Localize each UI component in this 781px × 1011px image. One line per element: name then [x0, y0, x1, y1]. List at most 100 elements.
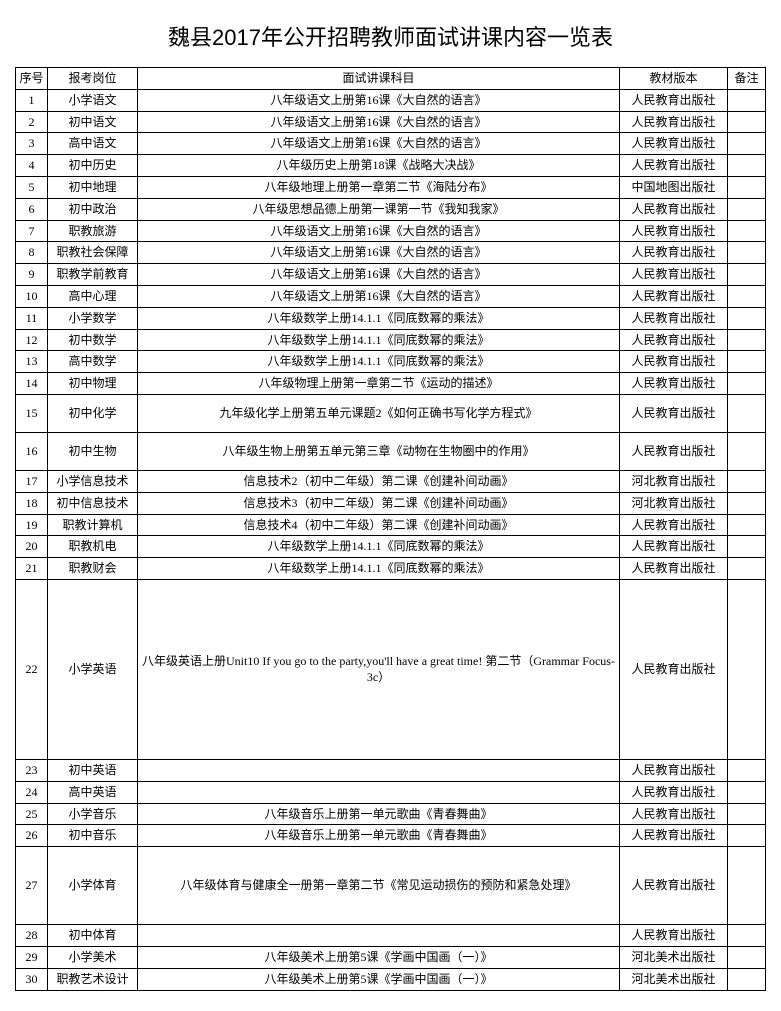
header-subject: 面试讲课科目: [138, 68, 620, 90]
cell-subject: 八年级思想品德上册第一课第一节《我知我家》: [138, 198, 620, 220]
cell-seq: 18: [16, 492, 48, 514]
cell-seq: 21: [16, 558, 48, 580]
cell-seq: 19: [16, 514, 48, 536]
cell-remark: [728, 351, 766, 373]
cell-remark: [728, 133, 766, 155]
table-row: 2初中语文八年级语文上册第16课《大自然的语言》人民教育出版社: [16, 111, 766, 133]
cell-version: 人民教育出版社: [620, 111, 728, 133]
cell-version: 人民教育出版社: [620, 759, 728, 781]
cell-seq: 23: [16, 759, 48, 781]
cell-subject: [138, 781, 620, 803]
cell-version: 人民教育出版社: [620, 847, 728, 925]
cell-position: 职教计算机: [48, 514, 138, 536]
cell-position: 初中生物: [48, 432, 138, 470]
cell-position: 职教财会: [48, 558, 138, 580]
cell-seq: 10: [16, 285, 48, 307]
cell-seq: 11: [16, 307, 48, 329]
cell-remark: [728, 514, 766, 536]
cell-version: 人民教育出版社: [620, 242, 728, 264]
cell-remark: [728, 536, 766, 558]
cell-position: 小学英语: [48, 579, 138, 759]
cell-version: 人民教育出版社: [620, 220, 728, 242]
cell-version: 人民教育出版社: [620, 89, 728, 111]
cell-position: 高中心理: [48, 285, 138, 307]
table-row: 23初中英语 人民教育出版社: [16, 759, 766, 781]
cell-seq: 13: [16, 351, 48, 373]
table-row: 26初中音乐八年级音乐上册第一单元歌曲《青春舞曲》人民教育出版社: [16, 825, 766, 847]
cell-subject: 信息技术3（初中二年级）第二课《创建补间动画》: [138, 492, 620, 514]
cell-position: 小学信息技术: [48, 470, 138, 492]
cell-remark: [728, 558, 766, 580]
cell-position: 高中数学: [48, 351, 138, 373]
cell-seq: 30: [16, 968, 48, 990]
cell-seq: 25: [16, 803, 48, 825]
cell-position: 职教旅游: [48, 220, 138, 242]
cell-seq: 15: [16, 394, 48, 432]
table-row: 8职教社会保障八年级语文上册第16课《大自然的语言》人民教育出版社: [16, 242, 766, 264]
table-row: 29小学美术八年级美术上册第5课《学画中国画（一）》河北美术出版社: [16, 946, 766, 968]
cell-subject: 八年级体育与健康全一册第一章第二节《常见运动损伤的预防和紧急处理》: [138, 847, 620, 925]
cell-version: 人民教育出版社: [620, 558, 728, 580]
cell-position: 初中音乐: [48, 825, 138, 847]
cell-version: 中国地图出版社: [620, 176, 728, 198]
cell-position: 小学美术: [48, 946, 138, 968]
header-version: 教材版本: [620, 68, 728, 90]
table-row: 14初中物理八年级物理上册第一章第二节《运动的描述》人民教育出版社: [16, 373, 766, 395]
cell-seq: 7: [16, 220, 48, 242]
cell-remark: [728, 264, 766, 286]
table-row: 6初中政治八年级思想品德上册第一课第一节《我知我家》人民教育出版社: [16, 198, 766, 220]
cell-seq: 28: [16, 925, 48, 947]
cell-remark: [728, 968, 766, 990]
cell-position: 职教艺术设计: [48, 968, 138, 990]
cell-subject: 八年级音乐上册第一单元歌曲《青春舞曲》: [138, 803, 620, 825]
cell-remark: [728, 432, 766, 470]
cell-version: 人民教育出版社: [620, 925, 728, 947]
cell-position: 初中物理: [48, 373, 138, 395]
cell-position: 小学音乐: [48, 803, 138, 825]
page-title: 魏县2017年公开招聘教师面试讲课内容一览表: [15, 20, 766, 52]
cell-seq: 14: [16, 373, 48, 395]
cell-seq: 27: [16, 847, 48, 925]
cell-remark: [728, 470, 766, 492]
cell-remark: [728, 220, 766, 242]
cell-position: 高中语文: [48, 133, 138, 155]
cell-remark: [728, 155, 766, 177]
cell-subject: 八年级数学上册14.1.1《同底数幂的乘法》: [138, 558, 620, 580]
cell-subject: [138, 925, 620, 947]
cell-position: 初中数学: [48, 329, 138, 351]
cell-remark: [728, 579, 766, 759]
cell-seq: 8: [16, 242, 48, 264]
cell-subject: 八年级美术上册第5课《学画中国画（一）》: [138, 946, 620, 968]
header-seq: 序号: [16, 68, 48, 90]
table-row: 5初中地理八年级地理上册第一章第二节《海陆分布》中国地图出版社: [16, 176, 766, 198]
table-row: 15初中化学九年级化学上册第五单元课题2《如何正确书写化学方程式》人民教育出版社: [16, 394, 766, 432]
table-row: 12初中数学八年级数学上册14.1.1《同底数幂的乘法》人民教育出版社: [16, 329, 766, 351]
table-row: 3高中语文八年级语文上册第16课《大自然的语言》人民教育出版社: [16, 133, 766, 155]
table-row: 11小学数学八年级数学上册14.1.1《同底数幂的乘法》人民教育出版社: [16, 307, 766, 329]
cell-remark: [728, 925, 766, 947]
cell-remark: [728, 285, 766, 307]
table-row: 10高中心理八年级语文上册第16课《大自然的语言》人民教育出版社: [16, 285, 766, 307]
header-remark: 备注: [728, 68, 766, 90]
table-row: 21职教财会八年级数学上册14.1.1《同底数幂的乘法》人民教育出版社: [16, 558, 766, 580]
cell-remark: [728, 329, 766, 351]
cell-seq: 3: [16, 133, 48, 155]
cell-subject: 八年级生物上册第五单元第三章《动物在生物圈中的作用》: [138, 432, 620, 470]
cell-subject: 八年级语文上册第16课《大自然的语言》: [138, 133, 620, 155]
cell-version: 河北教育出版社: [620, 492, 728, 514]
cell-subject: 八年级英语上册Unit10 If you go to the party,you…: [138, 579, 620, 759]
cell-version: 人民教育出版社: [620, 432, 728, 470]
cell-remark: [728, 803, 766, 825]
cell-position: 初中英语: [48, 759, 138, 781]
table-row: 20职教机电八年级数学上册14.1.1《同底数幂的乘法》人民教育出版社: [16, 536, 766, 558]
cell-position: 初中信息技术: [48, 492, 138, 514]
cell-subject: 八年级地理上册第一章第二节《海陆分布》: [138, 176, 620, 198]
cell-version: 人民教育出版社: [620, 307, 728, 329]
cell-subject: 八年级历史上册第18课《战略大决战》: [138, 155, 620, 177]
cell-version: 河北美术出版社: [620, 968, 728, 990]
cell-subject: 八年级语文上册第16课《大自然的语言》: [138, 111, 620, 133]
table-row: 30职教艺术设计八年级美术上册第5课《学画中国画（一）》河北美术出版社: [16, 968, 766, 990]
table-row: 22小学英语八年级英语上册Unit10 If you go to the par…: [16, 579, 766, 759]
cell-remark: [728, 847, 766, 925]
cell-subject: 八年级语文上册第16课《大自然的语言》: [138, 242, 620, 264]
